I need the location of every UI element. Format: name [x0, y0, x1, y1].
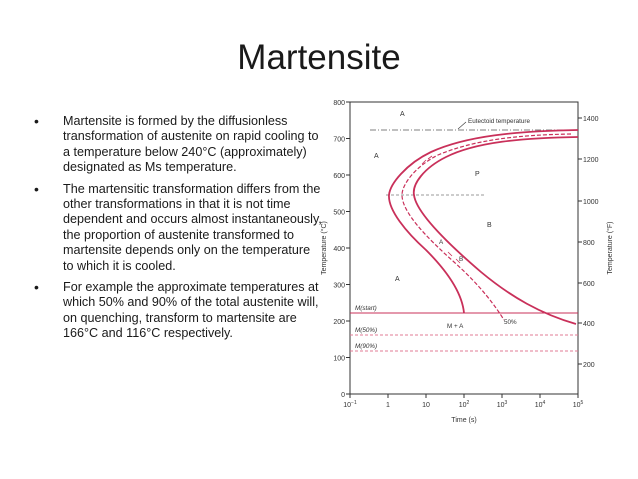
ttt-diagram: 0 100 200 300 400 500 600 700 800 Temper… — [320, 100, 614, 424]
label-pearlite: P — [475, 171, 480, 178]
label-austenite-top: A — [400, 111, 405, 118]
fifty-percent-curve — [401, 133, 572, 321]
region-labels: A A P B A B A M(start) M + A 50% M(50%) … — [355, 111, 517, 350]
label-m50: M(50%) — [355, 327, 377, 334]
bullet-item: The martensitic transformation differs f… — [30, 182, 322, 274]
bullet-item: Martensite is formed by the diffusionles… — [30, 114, 322, 176]
y2-tick-label: 800 — [583, 240, 595, 247]
x-tick-label: 10 — [422, 402, 430, 409]
label-austenite-nose: A — [439, 239, 444, 246]
x-axis-label: Time (s) — [451, 417, 476, 424]
y-tick-label: 600 — [333, 173, 345, 180]
x-tick-label: 105 — [573, 400, 584, 409]
y-axis-label-left: Temperature (°C) — [320, 221, 328, 275]
y2-tick-label: 200 — [583, 362, 595, 369]
left-axis-labels: 0 100 200 300 400 500 600 700 800 — [333, 100, 345, 399]
eutectoid-pointer — [457, 121, 467, 130]
plot-frame — [349, 101, 579, 395]
y-tick-label: 500 — [333, 210, 345, 217]
y2-tick-label: 400 — [583, 321, 595, 328]
x-tick-label: 104 — [535, 400, 546, 409]
y-tick-label: 200 — [333, 319, 345, 326]
transformation-start-curve — [388, 129, 579, 314]
y2-tick-label: 600 — [583, 281, 595, 288]
label-bainite-nose: B — [459, 256, 463, 263]
bullet-item: For example the approximate temperatures… — [30, 280, 322, 342]
y-tick-label: 100 — [333, 356, 345, 363]
x-axis-labels: 10−1 1 10 102 103 104 105 — [343, 400, 583, 409]
label-austenite-lower: A — [395, 276, 400, 283]
y-tick-label: 0 — [341, 392, 345, 399]
label-m-plus-a: M + A — [447, 323, 464, 330]
y2-tick-label: 1400 — [583, 116, 599, 123]
transformation-finish-curve — [412, 136, 579, 325]
y-tick-label: 800 — [333, 100, 345, 107]
x-tick-label: 10−1 — [343, 400, 357, 409]
curve-arrow-marks — [421, 155, 461, 264]
right-axis-ticks — [578, 117, 582, 365]
label-austenite-left: A — [374, 153, 379, 160]
label-bainite: B — [487, 222, 492, 229]
y2-tick-label: 1200 — [583, 157, 599, 164]
x-tick-label: 102 — [459, 400, 470, 409]
label-m-start: M(start) — [355, 305, 377, 312]
eutectoid-label: Eutectoid temperature — [468, 118, 530, 125]
y-tick-label: 400 — [333, 246, 345, 253]
x-tick-label: 103 — [497, 400, 508, 409]
label-m90: M(90%) — [355, 343, 377, 350]
slide-title: Martensite — [237, 38, 401, 77]
y-tick-label: 700 — [333, 137, 345, 144]
left-axis-ticks — [346, 101, 350, 395]
y-tick-label: 300 — [333, 283, 345, 290]
x-tick-label: 1 — [386, 402, 390, 409]
bullet-list: Martensite is formed by the diffusionles… — [30, 114, 322, 348]
y-axis-label-right: Temperature (°F) — [606, 222, 614, 275]
y2-tick-label: 1000 — [583, 199, 599, 206]
right-axis-labels: 200 400 600 800 1000 1200 1400 — [583, 116, 599, 369]
x-axis-ticks — [349, 394, 579, 398]
label-fifty-percent: 50% — [504, 319, 517, 326]
